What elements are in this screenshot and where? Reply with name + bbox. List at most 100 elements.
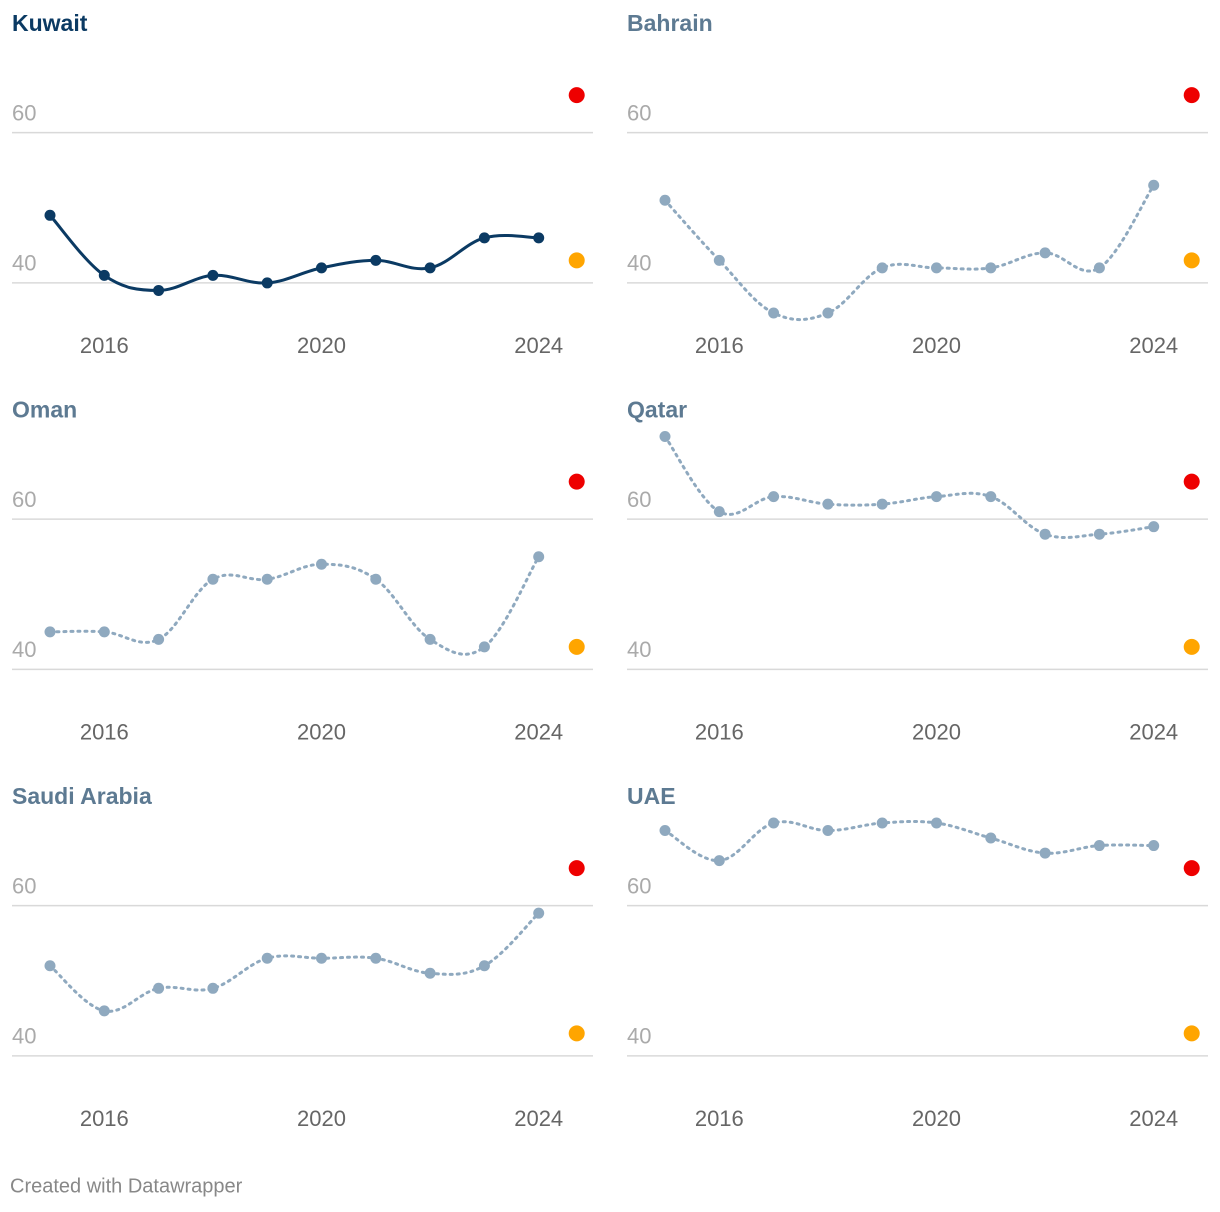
x-tick-label: 2016: [695, 719, 744, 744]
reference-dot: [1183, 638, 1200, 655]
x-tick-label: 2024: [1129, 333, 1178, 358]
point: [207, 269, 219, 281]
y-tick-label: 40: [12, 251, 36, 276]
panel-title: Qatar: [627, 397, 687, 423]
point: [478, 641, 490, 653]
x-tick-label: 2024: [514, 719, 563, 744]
point: [370, 573, 382, 585]
point: [713, 855, 725, 867]
point: [659, 194, 671, 206]
panel-title: Saudi Arabia: [12, 783, 152, 809]
point: [876, 498, 888, 510]
point: [261, 277, 273, 289]
line: [663, 435, 1156, 540]
panel-title: Oman: [12, 397, 77, 423]
y-tick-label: 40: [627, 251, 651, 276]
reference-dot: [568, 87, 585, 104]
reference-dot: [568, 860, 585, 877]
panel-title: UAE: [627, 783, 676, 809]
y-tick-label: 60: [627, 873, 651, 898]
y-tick-label: 40: [627, 1024, 651, 1049]
reference-dot: [1183, 252, 1200, 269]
point: [931, 491, 943, 503]
x-tick-label: 2024: [514, 1106, 563, 1131]
point: [768, 491, 780, 503]
point: [98, 1005, 110, 1017]
y-tick-label: 40: [627, 637, 651, 662]
point: [316, 952, 328, 964]
point: [207, 982, 219, 994]
point: [659, 431, 671, 443]
point: [370, 254, 382, 266]
y-tick-label: 40: [12, 1024, 36, 1049]
x-tick-label: 2024: [514, 333, 563, 358]
x-tick-label: 2016: [80, 719, 129, 744]
point: [44, 960, 56, 972]
point: [424, 967, 436, 979]
point: [768, 817, 780, 829]
panel-title: Kuwait: [12, 10, 88, 36]
point: [985, 262, 997, 274]
line: [663, 819, 1156, 863]
point: [261, 952, 273, 964]
x-tick-label: 2016: [80, 1106, 129, 1131]
line: [48, 555, 541, 656]
point: [1148, 840, 1160, 852]
point: [876, 817, 888, 829]
point: [985, 832, 997, 844]
x-tick-label: 2020: [912, 333, 961, 358]
reference-dot: [568, 252, 585, 269]
point: [316, 558, 328, 570]
reference-dot: [1183, 860, 1200, 877]
y-tick-label: 60: [12, 100, 36, 125]
point: [424, 262, 436, 274]
point: [478, 960, 490, 972]
point: [822, 498, 834, 510]
y-tick-label: 60: [627, 487, 651, 512]
point: [876, 262, 888, 274]
point: [659, 825, 671, 837]
reference-dot: [568, 1025, 585, 1042]
point: [1093, 262, 1105, 274]
y-tick-label: 40: [12, 637, 36, 662]
point: [316, 262, 328, 274]
x-tick-label: 2016: [695, 1106, 744, 1131]
point: [153, 284, 165, 296]
point: [533, 907, 545, 919]
point: [822, 307, 834, 319]
reference-dot: [568, 473, 585, 490]
x-tick-label: 2016: [695, 333, 744, 358]
point: [1039, 528, 1051, 540]
line: [48, 213, 541, 292]
reference-dot: [1183, 473, 1200, 490]
point: [1148, 179, 1160, 191]
line: [48, 911, 541, 1013]
x-tick-label: 2020: [297, 1106, 346, 1131]
x-tick-label: 2020: [297, 719, 346, 744]
y-tick-label: 60: [12, 873, 36, 898]
point: [98, 269, 110, 281]
point: [713, 254, 725, 266]
point: [1093, 840, 1105, 852]
line: [663, 183, 1156, 322]
point: [931, 262, 943, 274]
point: [533, 232, 545, 244]
point: [931, 817, 943, 829]
point: [533, 551, 545, 563]
x-tick-label: 2024: [1129, 719, 1178, 744]
point: [44, 626, 56, 638]
x-tick-label: 2020: [912, 719, 961, 744]
point: [768, 307, 780, 319]
x-tick-label: 2024: [1129, 1106, 1178, 1131]
point: [1093, 528, 1105, 540]
x-tick-label: 2020: [912, 1106, 961, 1131]
x-tick-label: 2020: [297, 333, 346, 358]
reference-dot: [568, 638, 585, 655]
y-tick-label: 60: [12, 487, 36, 512]
point: [44, 209, 56, 221]
point: [478, 232, 490, 244]
point: [1039, 247, 1051, 259]
footer: Created with Datawrapper: [10, 1175, 243, 1197]
x-tick-label: 2016: [80, 333, 129, 358]
